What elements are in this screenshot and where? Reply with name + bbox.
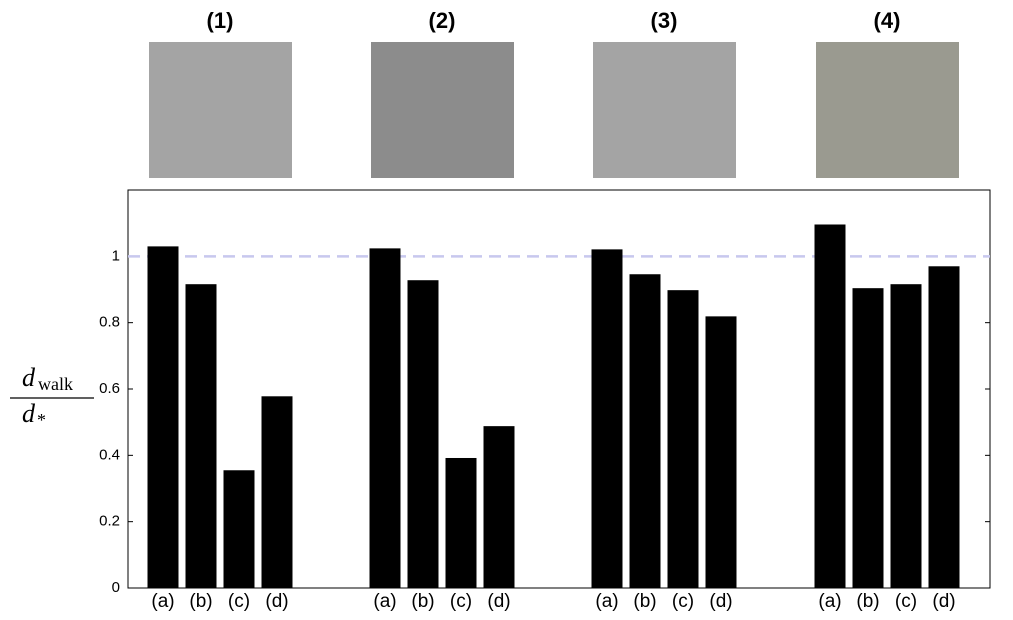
- bar: [483, 426, 515, 588]
- group-label: (4): [874, 8, 901, 33]
- x-tick-label: (b): [633, 591, 656, 612]
- x-tick-label: (a): [818, 591, 841, 612]
- y-tick-label: 0.4: [99, 446, 120, 463]
- group-image: [593, 42, 736, 178]
- bar: [667, 290, 699, 588]
- x-tick-label: (d): [709, 591, 732, 612]
- x-tick-label: (c): [672, 591, 694, 612]
- group-image: [371, 42, 514, 178]
- x-tick-label: (c): [895, 591, 917, 612]
- y-tick-label: 0.6: [99, 380, 120, 397]
- group-label: (3): [651, 8, 678, 33]
- group-image: [816, 42, 959, 178]
- x-tick-label: (a): [373, 591, 396, 612]
- bar: [814, 224, 846, 588]
- bar: [890, 284, 922, 588]
- group-label: (1): [207, 8, 234, 33]
- x-tick-label: (c): [228, 591, 250, 612]
- x-tick-label: (b): [411, 591, 434, 612]
- x-tick-label: (a): [151, 591, 174, 612]
- bar: [591, 249, 623, 588]
- x-tick-label: (a): [595, 591, 618, 612]
- y-label-numerator: d: [22, 363, 36, 392]
- bar: [852, 288, 884, 588]
- bar: [185, 284, 217, 588]
- y-label-numerator-sub: walk: [38, 374, 73, 394]
- bar: [261, 396, 293, 588]
- x-tick-label: (b): [189, 591, 212, 612]
- group-image: [149, 42, 292, 178]
- bar: [223, 470, 255, 588]
- bar: [928, 266, 960, 588]
- y-tick-label: 0: [112, 579, 120, 596]
- y-label: d walk d *: [10, 363, 94, 430]
- bar: [705, 316, 737, 588]
- y-label-denominator: d: [22, 399, 36, 428]
- x-tick-label: (d): [265, 591, 288, 612]
- group-label: (2): [429, 8, 456, 33]
- x-tick-label: (b): [856, 591, 879, 612]
- y-tick-label: 0.2: [99, 513, 120, 530]
- y-label-denominator-sub: *: [37, 410, 46, 430]
- x-tick-label: (c): [450, 591, 472, 612]
- bar: [147, 246, 179, 588]
- bar: [369, 248, 401, 588]
- bar: [407, 280, 439, 588]
- y-tick-label: 0.8: [99, 314, 120, 331]
- bar: [629, 274, 661, 588]
- y-tick-label: 1: [112, 247, 120, 264]
- x-tick-label: (d): [932, 591, 955, 612]
- bar: [445, 457, 477, 588]
- x-tick-label: (d): [487, 591, 510, 612]
